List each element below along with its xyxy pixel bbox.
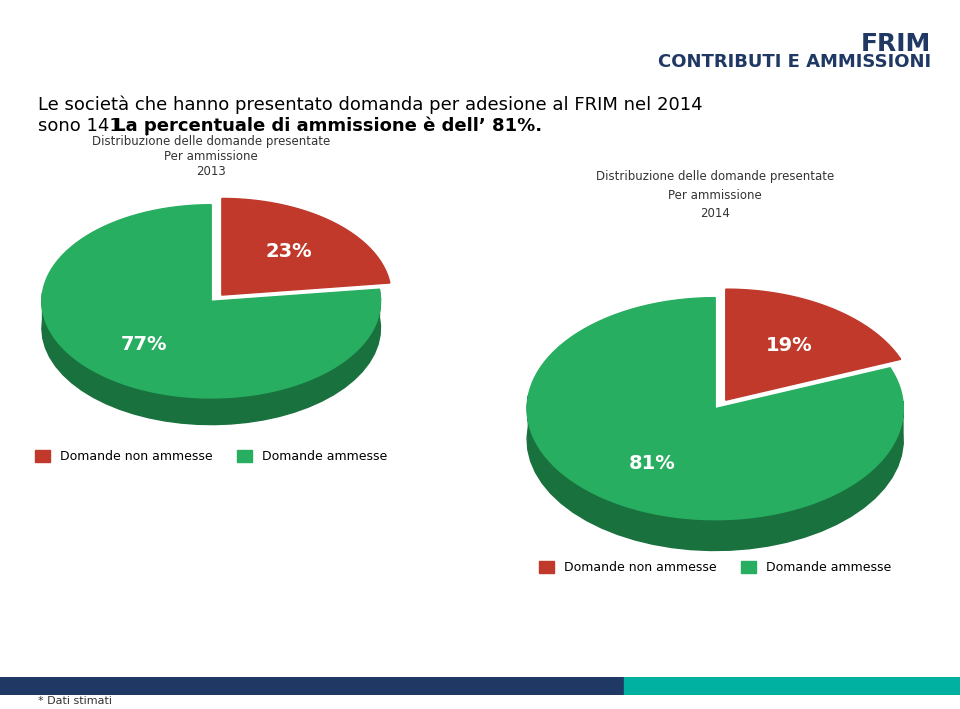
Polygon shape xyxy=(726,289,900,400)
Polygon shape xyxy=(42,205,380,398)
Text: FRIM: FRIM xyxy=(861,32,931,56)
Text: * Dati stimati: * Dati stimati xyxy=(38,696,112,706)
Text: 77%: 77% xyxy=(121,335,167,354)
Bar xyxy=(624,677,960,695)
Text: La percentuale di ammissione è dell’ 81%.: La percentuale di ammissione è dell’ 81%… xyxy=(108,117,541,135)
Text: 19%: 19% xyxy=(766,335,812,354)
Text: Per ammissione: Per ammissione xyxy=(668,189,762,201)
Text: sono 141.: sono 141. xyxy=(38,117,127,135)
Polygon shape xyxy=(42,289,380,425)
Text: 2013: 2013 xyxy=(197,164,226,178)
Text: 23%: 23% xyxy=(266,242,312,261)
Bar xyxy=(0,677,624,695)
Text: Per ammissione: Per ammissione xyxy=(164,150,258,162)
Text: Le società che hanno presentato domanda per adesione al FRIM nel 2014: Le società che hanno presentato domanda … xyxy=(38,96,703,114)
Text: CONTRIBUTI E AMMISSIONI: CONTRIBUTI E AMMISSIONI xyxy=(658,53,931,71)
Text: 2014: 2014 xyxy=(700,207,731,220)
Polygon shape xyxy=(222,199,390,295)
Legend: Domande non ammesse, Domande ammesse: Domande non ammesse, Domande ammesse xyxy=(534,557,897,579)
Polygon shape xyxy=(527,298,903,520)
Legend: Domande non ammesse, Domande ammesse: Domande non ammesse, Domande ammesse xyxy=(30,445,393,469)
Text: 81%: 81% xyxy=(629,454,675,474)
Text: Distribuzione delle domande presentate: Distribuzione delle domande presentate xyxy=(92,135,330,147)
Text: Distribuzione delle domande presentate: Distribuzione delle domande presentate xyxy=(596,170,834,183)
Polygon shape xyxy=(527,396,903,550)
